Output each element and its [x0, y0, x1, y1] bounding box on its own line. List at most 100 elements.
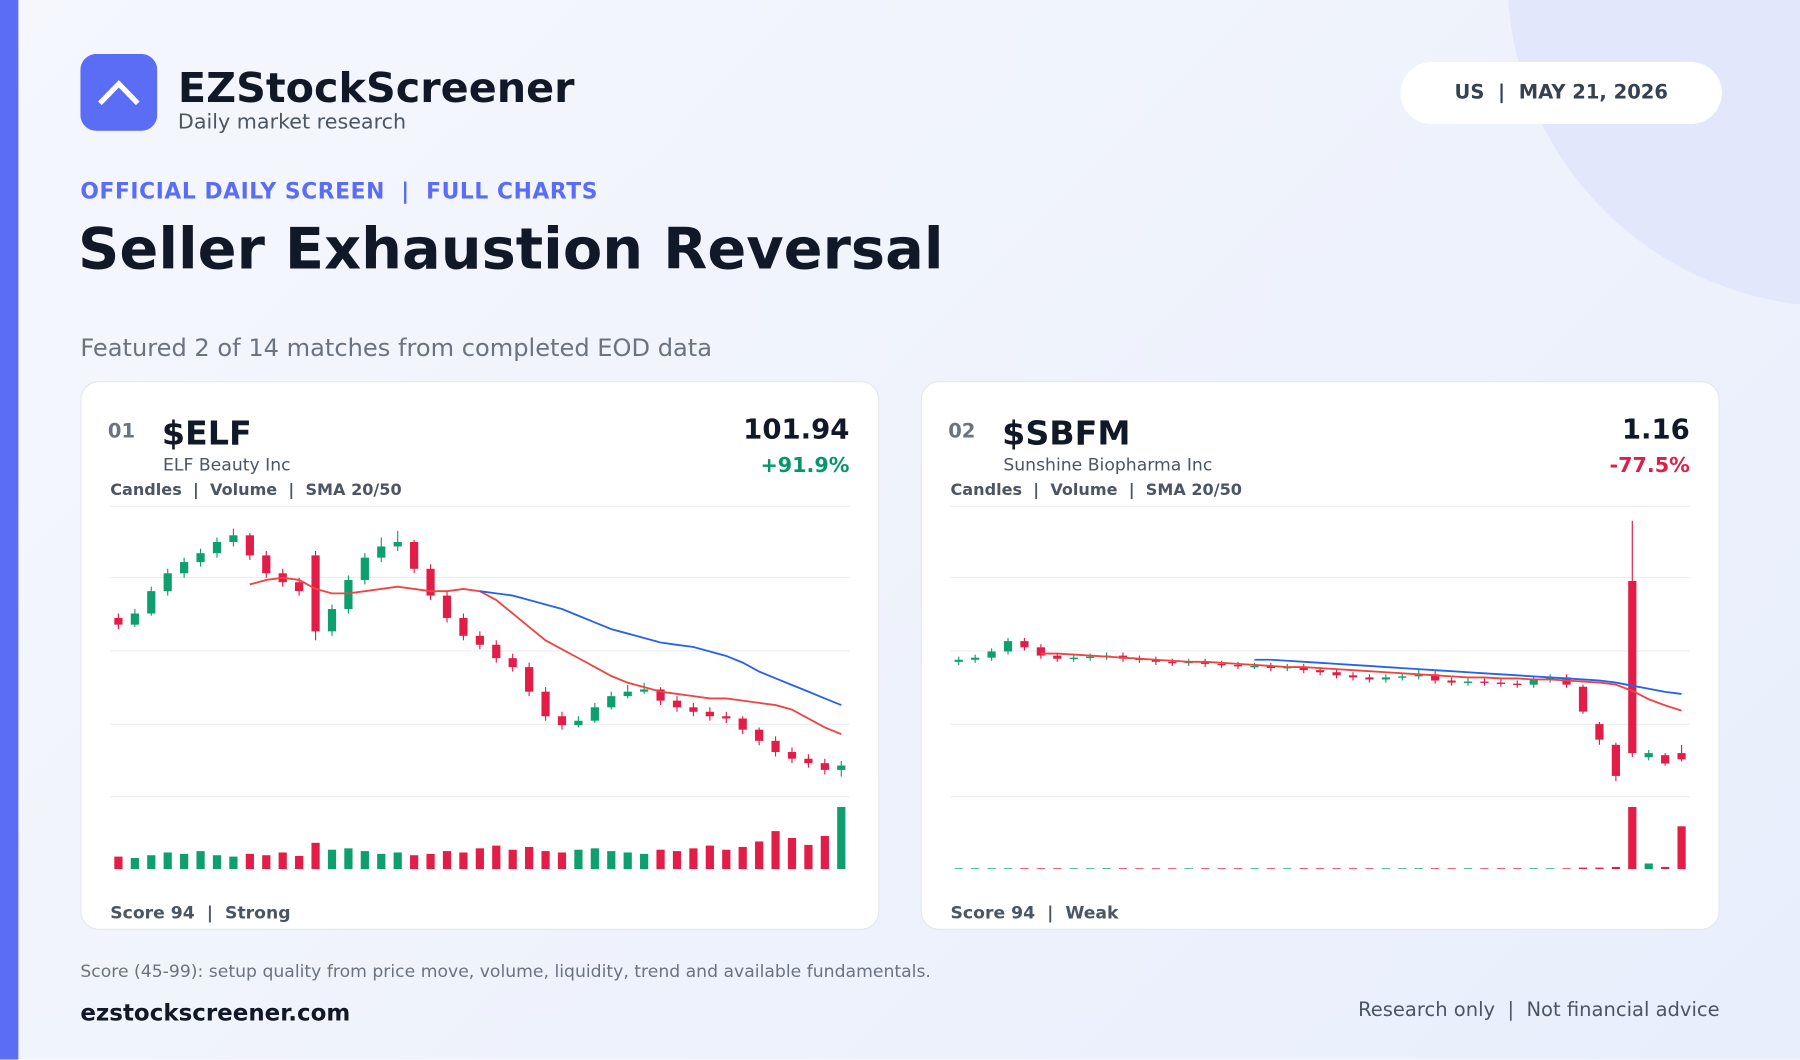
volume-bar — [245, 853, 254, 870]
volume-bar — [163, 852, 172, 870]
sma50-line — [479, 590, 842, 706]
volume-bar — [755, 841, 764, 870]
volume-bar — [147, 855, 156, 870]
candle-body — [262, 555, 271, 574]
volume-bar — [672, 851, 682, 870]
volume-bar — [1316, 868, 1325, 870]
score-note: Score (45-99): setup quality from price … — [80, 960, 931, 982]
candle-body — [1020, 641, 1029, 648]
volume-bar — [1381, 868, 1390, 870]
volume-bar — [1053, 868, 1062, 870]
volume-bar — [1677, 826, 1686, 870]
volume-bar — [278, 852, 287, 870]
candle-body — [1644, 753, 1653, 758]
stock-card: 02 $SBFM Sunshine Biopharma Inc 1.16 -77… — [920, 381, 1720, 930]
candle-body — [1381, 677, 1390, 680]
volume-bar — [1184, 868, 1193, 870]
volume-bar — [1036, 868, 1045, 870]
volume-bar — [1332, 868, 1341, 870]
candle-body — [1463, 681, 1473, 683]
candle-body — [557, 716, 567, 726]
volume-bar — [574, 849, 583, 870]
volume-bar — [196, 851, 205, 870]
volume-bar — [1562, 868, 1571, 870]
candle-body — [1611, 744, 1620, 776]
volume-bar — [1217, 868, 1226, 870]
volume-bar — [738, 846, 747, 870]
volume-bar — [1611, 866, 1620, 870]
candle-body — [755, 729, 764, 741]
volume-bar — [1644, 863, 1653, 870]
volume-bar — [1069, 868, 1078, 870]
candle-body — [492, 644, 501, 659]
candle-body — [1168, 661, 1177, 664]
candle-body — [837, 765, 846, 770]
volume-bar — [475, 848, 484, 870]
market-date-pill: US | MAY 21, 2026 — [1400, 61, 1722, 124]
stock-card: 01 $ELF ELF Beauty Inc 101.94 +91.9% Can… — [80, 381, 880, 930]
volume-bar — [623, 852, 632, 870]
screen-title: Seller Exhaustion Reversal — [78, 215, 944, 283]
candle-body — [1628, 580, 1637, 754]
volume-bar — [442, 851, 452, 870]
candle-body — [1217, 663, 1226, 666]
candle-body — [295, 582, 304, 592]
score: Score 94 | Weak — [950, 902, 1119, 923]
volume-bar — [212, 855, 222, 870]
candle-body — [1266, 665, 1275, 669]
volume-bar — [1447, 868, 1456, 870]
candle-body — [147, 591, 156, 614]
candle-body — [442, 595, 452, 618]
rank: 01 — [107, 420, 136, 444]
candle-body — [1316, 670, 1325, 673]
volume-bar — [1299, 868, 1308, 870]
volume-bar — [820, 835, 829, 870]
candlestick-chart — [950, 505, 1690, 870]
candle-body — [459, 617, 468, 636]
decor-circle — [1507, 0, 1800, 307]
candle-body — [971, 657, 980, 660]
kicker: OFFICIAL DAILY SCREEN | FULL CHARTS — [80, 179, 598, 205]
price: 101.94 — [743, 413, 850, 446]
candle-body — [180, 562, 189, 574]
candle-body — [212, 541, 222, 554]
volume-bar — [1496, 868, 1505, 870]
candle-body — [1086, 656, 1095, 659]
candle-body — [196, 553, 205, 563]
volume-bar — [1020, 868, 1029, 870]
candle-body — [508, 658, 517, 668]
volume-bar — [1250, 868, 1259, 870]
candle-body — [590, 707, 599, 721]
candle-body — [1414, 674, 1423, 677]
volume-bar — [1546, 868, 1555, 870]
chart-legend: Candles | Volume | SMA 20/50 — [110, 480, 402, 500]
volume-bar — [114, 856, 123, 870]
score: Score 94 | Strong — [110, 902, 291, 923]
subtitle: Featured 2 of 14 matches from completed … — [80, 334, 713, 362]
volume-bar — [705, 845, 714, 870]
candle-body — [525, 667, 534, 692]
volume-bar — [1628, 807, 1637, 870]
volume-bar — [987, 868, 996, 870]
volume-bar — [590, 848, 599, 870]
volume-bar — [1086, 868, 1095, 870]
volume-bar — [360, 851, 369, 870]
volume-bar — [327, 849, 337, 870]
volume-bar — [1595, 867, 1604, 870]
candle-body — [1480, 681, 1489, 683]
volume-bar — [1102, 868, 1111, 870]
volume-bar — [607, 851, 616, 870]
volume-bar — [971, 868, 980, 870]
candle-body — [787, 752, 797, 759]
volume-bar — [508, 849, 517, 870]
volume-bar — [689, 848, 698, 870]
candle-body — [1447, 680, 1456, 683]
candle-body — [1003, 641, 1013, 652]
sma50-line — [1254, 658, 1682, 695]
candlestick-chart — [110, 505, 850, 870]
volume-bar — [1513, 868, 1522, 870]
candle-body — [114, 617, 123, 625]
candle-body — [623, 691, 632, 697]
